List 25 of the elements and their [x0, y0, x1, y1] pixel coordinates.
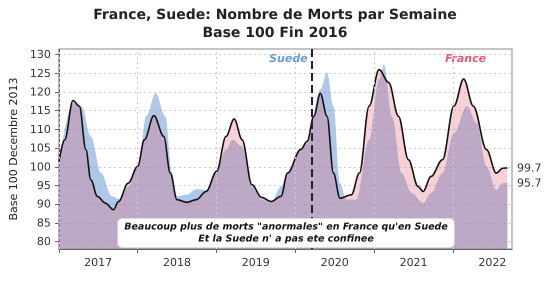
series-label: France: [445, 52, 487, 65]
y-tick-label: 90: [36, 198, 51, 211]
x-tick-label: 2017: [84, 256, 112, 269]
annotation: Beaucoup plus de morts "anormales" en France qu'en Suede Et la Suede n' a pas ete confinee: [124, 222, 448, 244]
y-tick-label: 80: [36, 235, 51, 248]
chart-title: France, Suede: Nombre de Morts par Semaine: [93, 7, 457, 23]
x-tick-label: 2019: [242, 256, 270, 269]
x-tick-label: 2018: [162, 256, 191, 269]
y-tick-label: 110: [30, 122, 51, 136]
y-tick-label: 120: [30, 85, 51, 98]
y-tick-label: 105: [30, 142, 51, 155]
y-tick-label: 95: [36, 178, 51, 192]
y-tick-label: 115: [30, 104, 51, 118]
series-label: Suede: [269, 52, 308, 65]
x-tick-label: 2020: [320, 256, 349, 269]
y-tick-label: 130: [30, 48, 51, 62]
y-axis-title: Base 100 Decembre 2013: [7, 77, 20, 221]
x-tick-label: 2021: [400, 256, 428, 269]
x-tick-label: 2022: [478, 256, 506, 269]
y-tick-label: 125: [30, 66, 51, 80]
annotation: 95.7: [517, 176, 542, 190]
y-tick-label: 85: [36, 216, 51, 230]
y-tick-label: 100: [30, 160, 51, 174]
chart-subtitle: Base 100 Fin 2016: [202, 25, 348, 41]
annotation: 99.7: [517, 161, 542, 174]
